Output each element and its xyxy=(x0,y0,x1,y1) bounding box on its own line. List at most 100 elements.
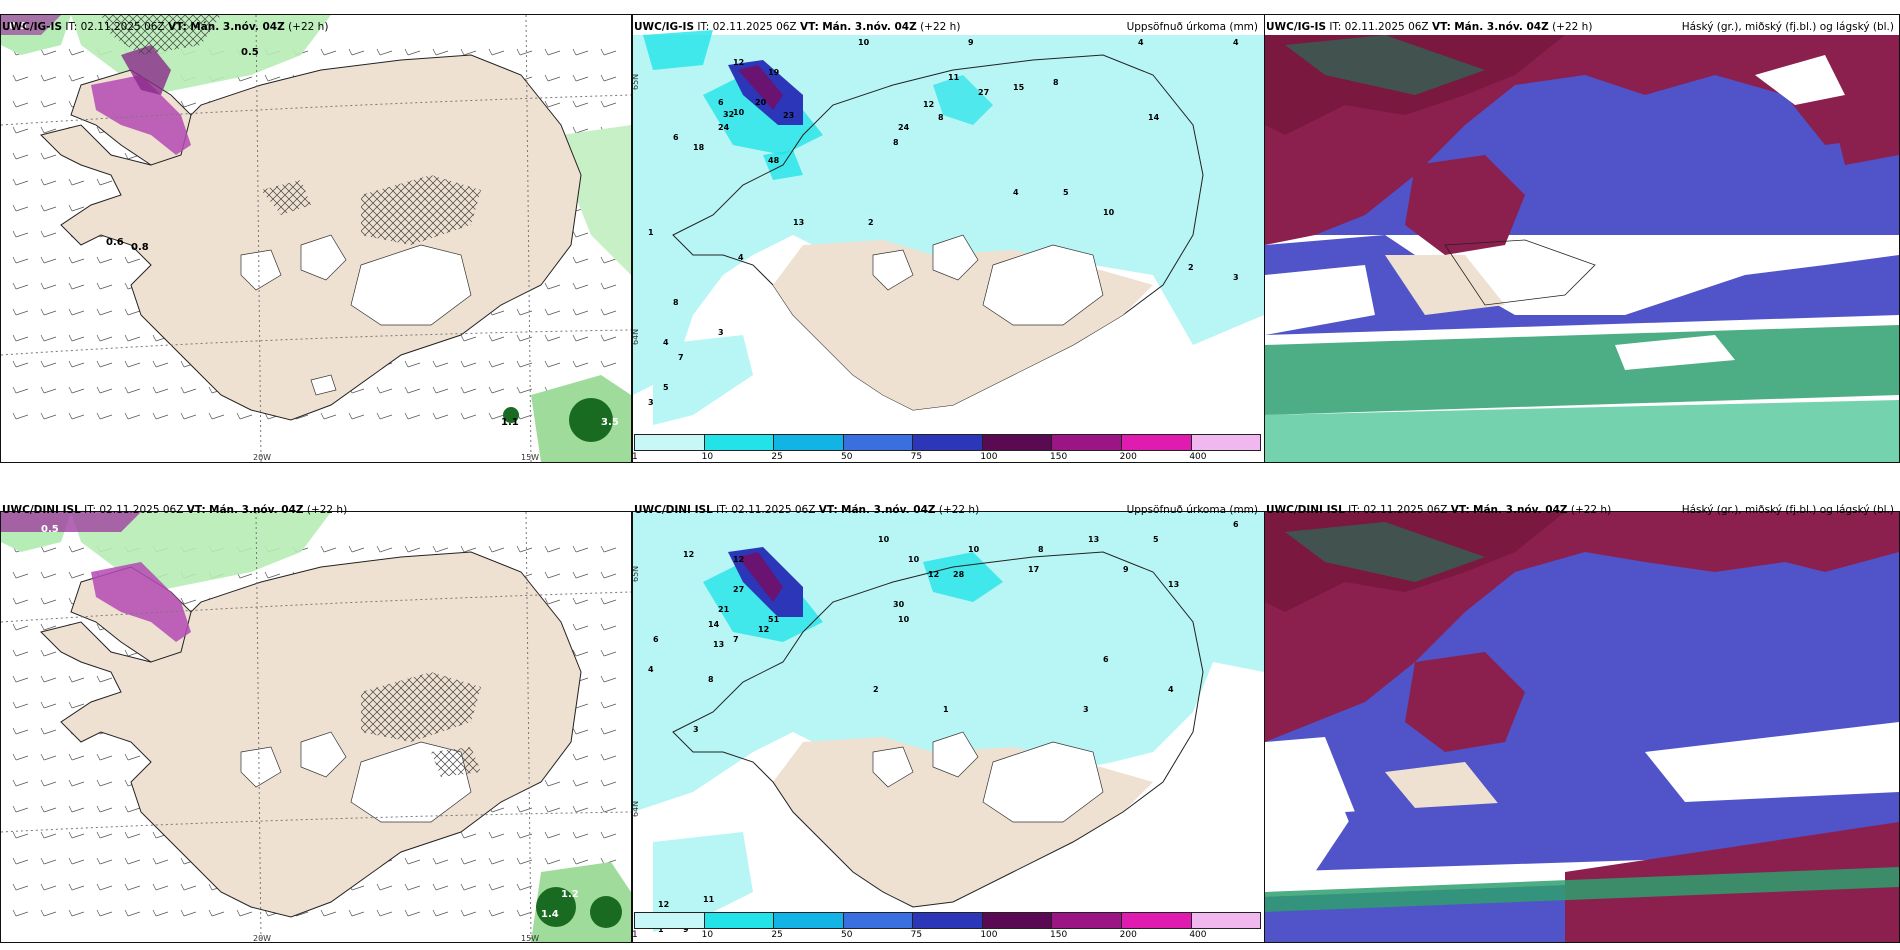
svg-text:8: 8 xyxy=(938,113,944,122)
vt-label: VT: xyxy=(818,504,838,516)
wind-value-label: 1.4 xyxy=(541,909,559,920)
svg-text:4: 4 xyxy=(1138,38,1144,47)
vt-value: Mán. 3.nóv. 04Z xyxy=(841,504,936,516)
svg-text:12: 12 xyxy=(733,58,744,67)
vt-label: VT: xyxy=(1431,21,1451,33)
svg-text:23: 23 xyxy=(783,111,794,120)
colorbar-tick-label: 150 xyxy=(1050,452,1068,462)
colorbar-segment xyxy=(843,913,914,928)
svg-text:4: 4 xyxy=(1233,38,1239,47)
svg-text:5: 5 xyxy=(663,383,669,392)
model-name: UWC/IG-IS xyxy=(634,21,695,33)
svg-text:6: 6 xyxy=(653,635,659,644)
svg-text:6: 6 xyxy=(1233,520,1239,529)
lon-label: 20W xyxy=(253,934,272,943)
vt-label: VT: xyxy=(1450,504,1470,516)
svg-text:27: 27 xyxy=(733,585,744,594)
colorbar-tick-label: 100 xyxy=(980,452,998,462)
it-value: 02.11.2025 06Z xyxy=(731,504,816,516)
wind-value-label: 0.5 xyxy=(41,524,59,535)
panel-header: UWC/IG-IS IT: 02.11.2025 06Z VT: Mán. 3.… xyxy=(1266,18,1592,36)
lon-label: 20W xyxy=(253,453,272,462)
it-label: IT: xyxy=(65,21,78,33)
colorbar-tick-label: 100 xyxy=(980,930,998,940)
svg-text:30: 30 xyxy=(893,600,905,609)
svg-text:14: 14 xyxy=(1148,113,1160,122)
lead-time: (+22 h) xyxy=(1570,504,1612,516)
svg-text:28: 28 xyxy=(953,570,965,579)
svg-text:10: 10 xyxy=(858,38,870,47)
wind-precip-map: 1.4 1.2 0.5 xyxy=(1,512,631,942)
svg-text:8: 8 xyxy=(708,675,714,684)
svg-text:2: 2 xyxy=(873,685,879,694)
svg-text:10: 10 xyxy=(908,555,920,564)
precip-colorbar xyxy=(634,912,1261,929)
lat-label: 64N xyxy=(632,328,640,345)
svg-text:9: 9 xyxy=(1123,565,1129,574)
svg-text:6: 6 xyxy=(1103,655,1109,664)
map-panel-clouds-ig xyxy=(1264,14,1900,463)
svg-text:4: 4 xyxy=(648,665,654,674)
lat-label: 64N xyxy=(632,800,640,817)
svg-text:24: 24 xyxy=(718,123,730,132)
colorbar-segment xyxy=(913,913,983,928)
lon-label: 15W xyxy=(521,934,540,943)
svg-text:2: 2 xyxy=(1188,263,1194,272)
svg-text:12: 12 xyxy=(733,555,744,564)
vt-label: VT: xyxy=(799,21,819,33)
svg-text:9: 9 xyxy=(683,925,689,934)
wind-value-label: 0.5 xyxy=(241,47,259,58)
colorbar-tick-label: 75 xyxy=(910,930,923,940)
cloud-map xyxy=(1265,512,1899,942)
svg-text:15: 15 xyxy=(1013,83,1025,92)
svg-text:8: 8 xyxy=(673,298,679,307)
lat-label: 65N xyxy=(632,73,640,90)
svg-text:17: 17 xyxy=(1028,565,1039,574)
svg-text:7: 7 xyxy=(733,635,739,644)
svg-text:4: 4 xyxy=(663,338,669,347)
svg-text:13: 13 xyxy=(713,640,724,649)
colorbar-segment xyxy=(1052,913,1122,928)
model-name: UWC/IG-IS xyxy=(1266,21,1327,33)
wind-value-label: 1.1 xyxy=(501,417,519,428)
model-name: UWC/DINI ISL xyxy=(634,504,713,516)
svg-text:5: 5 xyxy=(1063,188,1069,197)
colorbar-segment xyxy=(704,435,775,450)
it-value: 02.11.2025 06Z xyxy=(1344,21,1429,33)
svg-text:12: 12 xyxy=(658,900,669,909)
svg-text:51: 51 xyxy=(768,615,780,624)
precip-map: 6 5 12 10 10 8 13 10 9 13 12 28 17 12 27… xyxy=(633,512,1264,942)
svg-text:10: 10 xyxy=(878,535,890,544)
it-value: 02.11.2025 06Z xyxy=(1363,504,1448,516)
svg-text:27: 27 xyxy=(978,88,989,97)
it-value: 02.11.2025 06Z xyxy=(99,504,184,516)
svg-text:12: 12 xyxy=(758,625,769,634)
it-label: IT: xyxy=(1348,504,1361,516)
svg-text:10: 10 xyxy=(1103,208,1115,217)
lead-time: (+22 h) xyxy=(288,21,329,33)
colorbar-tick-label: 50 xyxy=(841,930,853,940)
vt-label: VT: xyxy=(186,504,206,516)
colorbar-labels: 1 10 25 50 75 100 150 200 400 xyxy=(632,930,1261,940)
colorbar-segment xyxy=(635,435,705,450)
it-label: IT: xyxy=(716,504,729,516)
map-panel-precip-dini: 6 5 12 10 10 8 13 10 9 13 12 28 17 12 27… xyxy=(632,511,1265,943)
map-panel-clouds-dini xyxy=(1264,511,1900,943)
colorbar-tick-label: 200 xyxy=(1119,930,1137,940)
svg-text:3: 3 xyxy=(1083,705,1089,714)
svg-text:4: 4 xyxy=(738,253,744,262)
svg-text:6: 6 xyxy=(673,133,679,142)
svg-text:4: 4 xyxy=(1013,188,1019,197)
svg-text:10: 10 xyxy=(733,108,745,117)
svg-text:2: 2 xyxy=(868,218,874,227)
svg-text:6: 6 xyxy=(718,98,724,107)
panel-title: Uppsöfnuð úrkoma (mm) xyxy=(1126,21,1258,33)
panel-header: UWC/IG-IS IT: 02.11.2025 06Z VT: Mán. 3.… xyxy=(2,18,328,36)
colorbar-tick-label: 75 xyxy=(910,452,923,462)
svg-text:32: 32 xyxy=(723,110,734,119)
svg-text:3: 3 xyxy=(693,725,699,734)
lead-time: (+22 h) xyxy=(1552,21,1593,33)
lat-label: 65N xyxy=(632,565,640,582)
wind-value-label: 1.2 xyxy=(561,889,579,900)
colorbar-segment xyxy=(913,435,983,450)
